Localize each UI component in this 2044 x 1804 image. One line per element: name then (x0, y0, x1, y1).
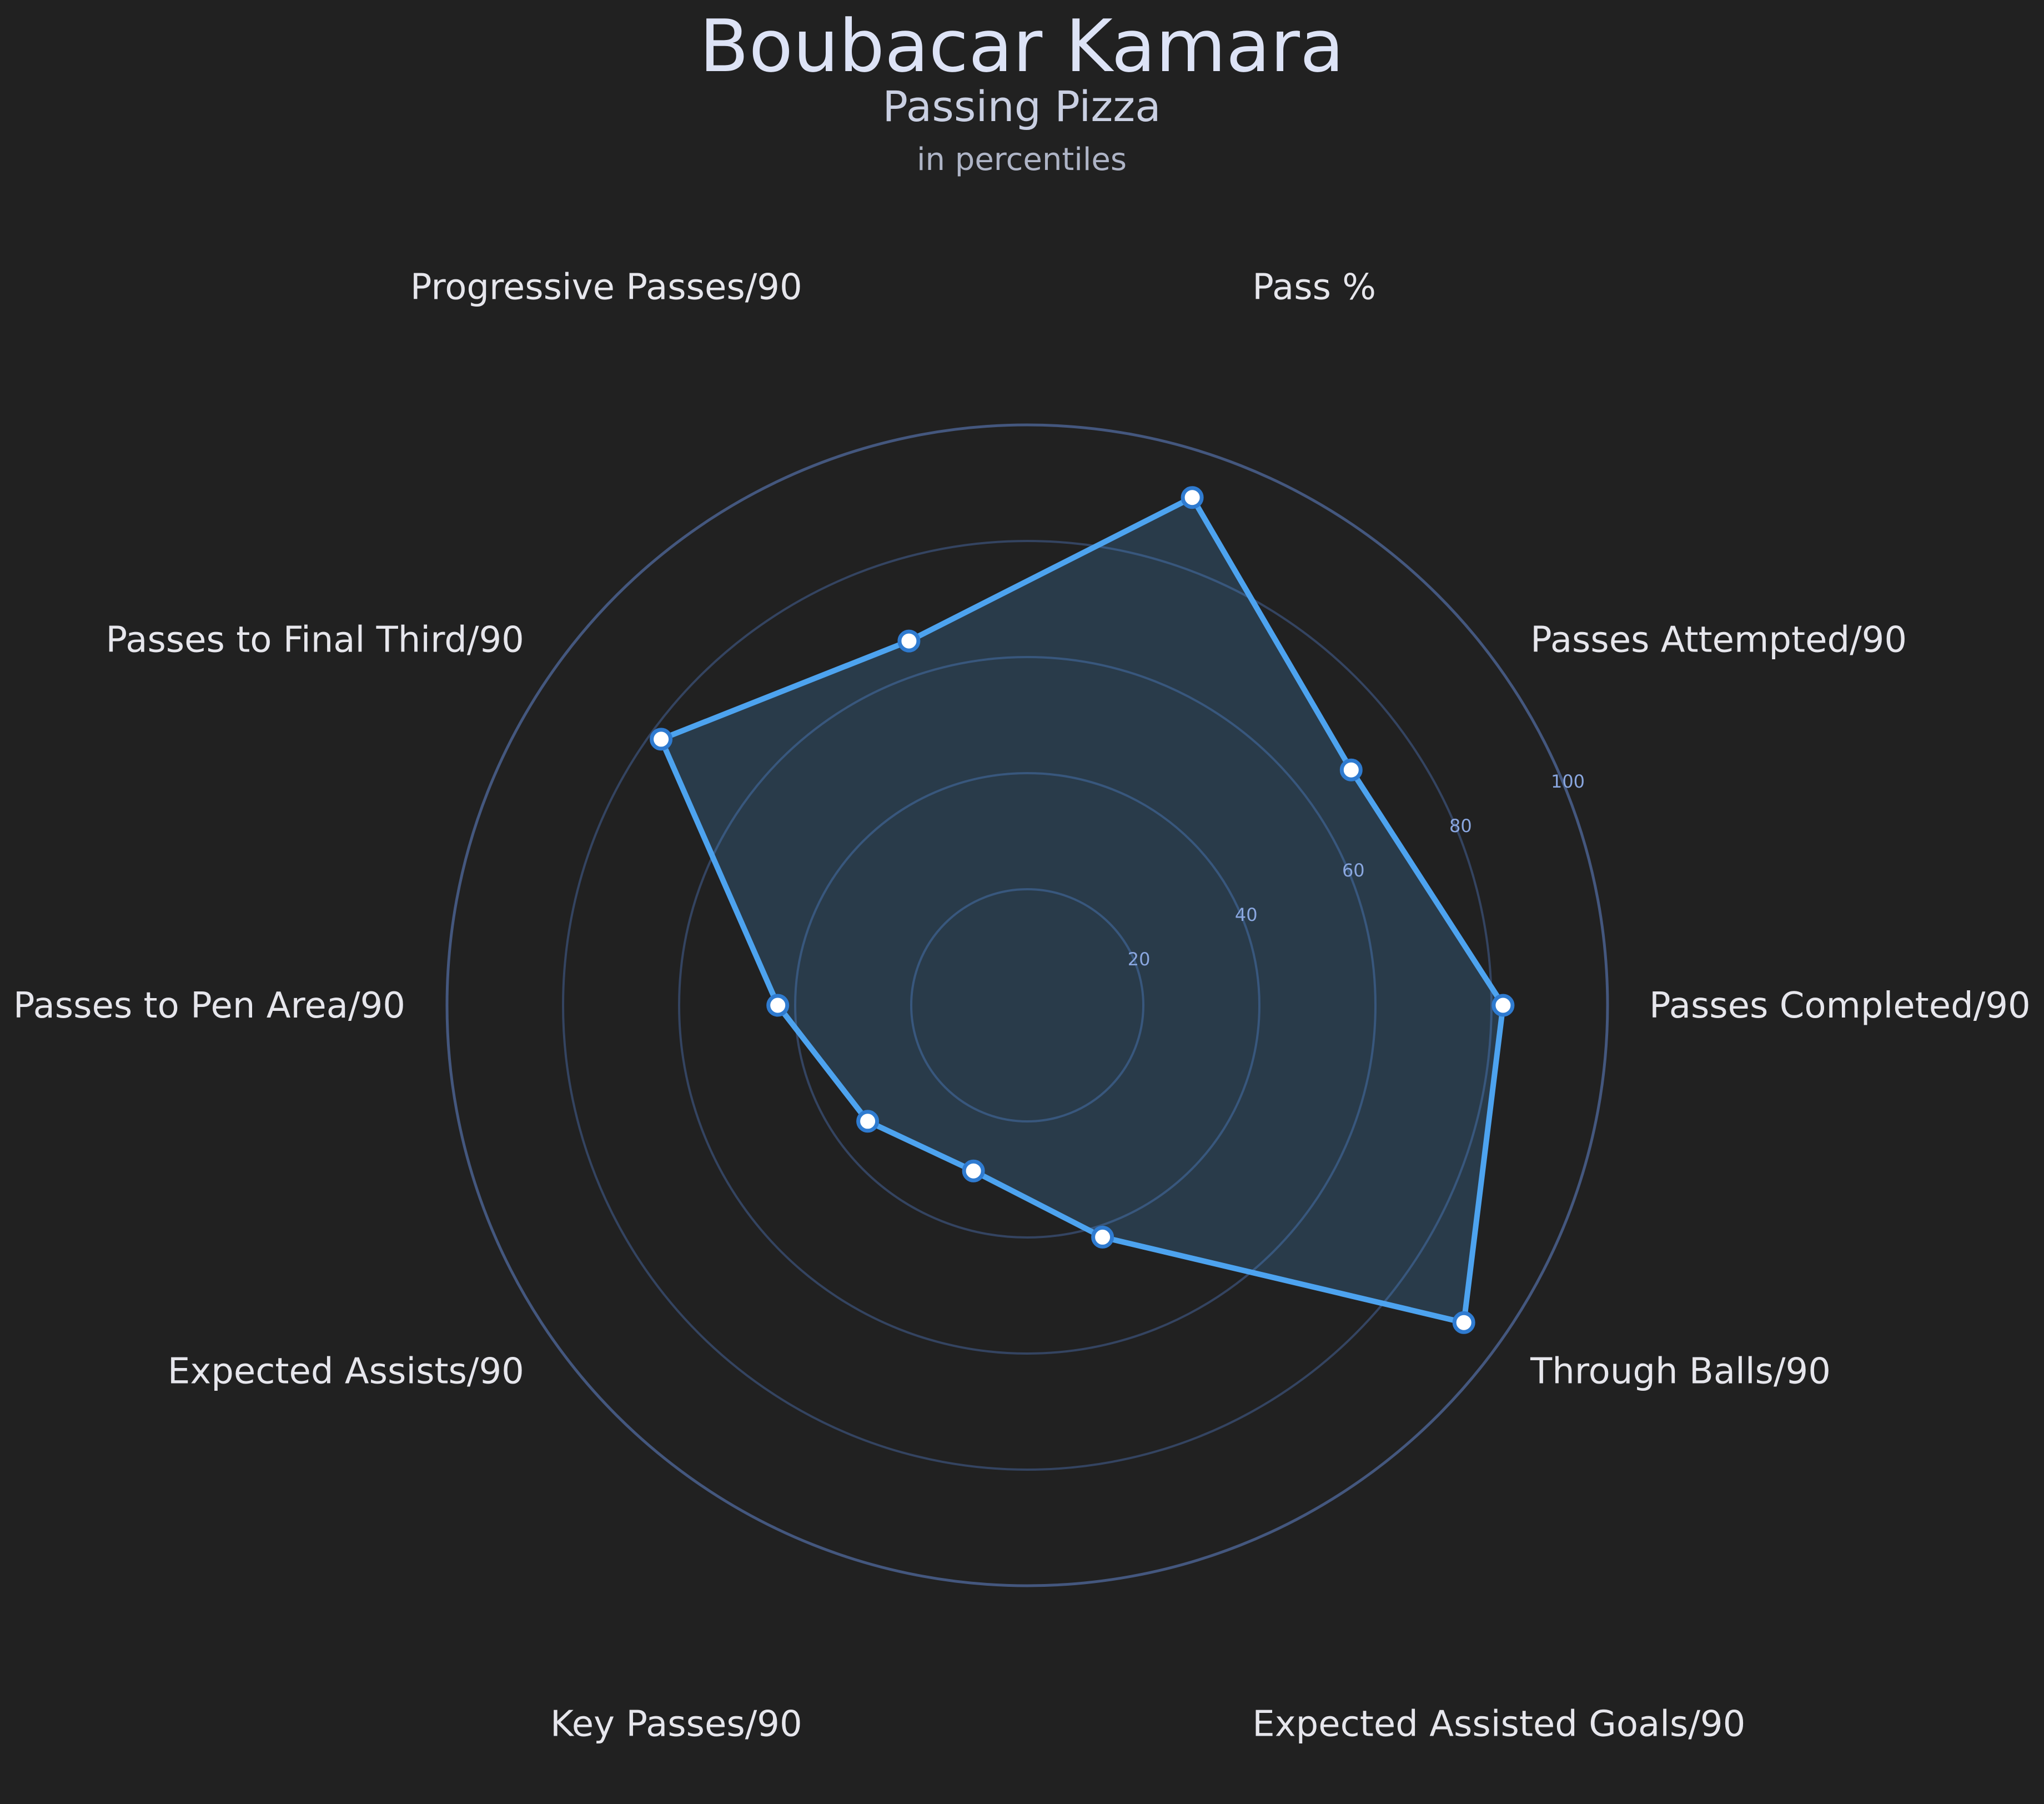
radial-tick-labels: 20 40 60 80 100 (1128, 771, 1585, 970)
data-point-9 (897, 629, 921, 653)
data-point-5 (962, 1159, 985, 1182)
category-label: Passes to Final Third/90 (106, 620, 524, 661)
series-fill (661, 497, 1503, 1323)
radial-tick-label: 100 (1551, 771, 1585, 792)
grid-circle-100 (445, 423, 1609, 1587)
radial-grid (445, 423, 1609, 1587)
radial-tick-label: 80 (1449, 815, 1472, 836)
data-point-2 (1491, 994, 1515, 1017)
chart-subtitle: Passing Pizza (882, 82, 1161, 131)
category-labels: Pass % Passes Attempted/90 Passes Complete… (13, 267, 2031, 1745)
data-point-0 (1181, 486, 1204, 509)
data-point-8 (650, 728, 673, 751)
radial-tick-label: 60 (1342, 860, 1365, 881)
category-label: Progressive Passes/90 (410, 267, 802, 308)
category-label: Through Balls/90 (1530, 1351, 1831, 1392)
category-label: Expected Assists/90 (168, 1351, 524, 1392)
grid-circle-40 (794, 772, 1260, 1239)
data-point-4 (1091, 1225, 1114, 1249)
grid-circle-80 (562, 540, 1493, 1471)
category-label: Expected Assisted Goals/90 (1252, 1703, 1745, 1745)
data-point-7 (766, 994, 790, 1017)
grid-circle-60 (678, 656, 1377, 1355)
radial-tick-label: 20 (1128, 949, 1151, 970)
series-area (658, 494, 1506, 1326)
category-label: Passes Attempted/90 (1530, 620, 1907, 661)
category-label: Key Passes/90 (550, 1703, 802, 1745)
category-label: Passes Completed/90 (1649, 985, 2031, 1026)
category-label: Pass % (1252, 267, 1376, 308)
category-label: Passes to Pen Area/90 (13, 985, 405, 1026)
chart-title: Boubacar Kamara (699, 4, 1344, 88)
grid-circle-20 (910, 888, 1144, 1123)
chart-note: in percentiles (917, 142, 1127, 178)
series-points (650, 486, 1515, 1334)
data-point-6 (856, 1110, 880, 1133)
data-point-3 (1452, 1311, 1475, 1334)
data-point-1 (1339, 758, 1363, 781)
radial-tick-label: 40 (1235, 904, 1258, 925)
